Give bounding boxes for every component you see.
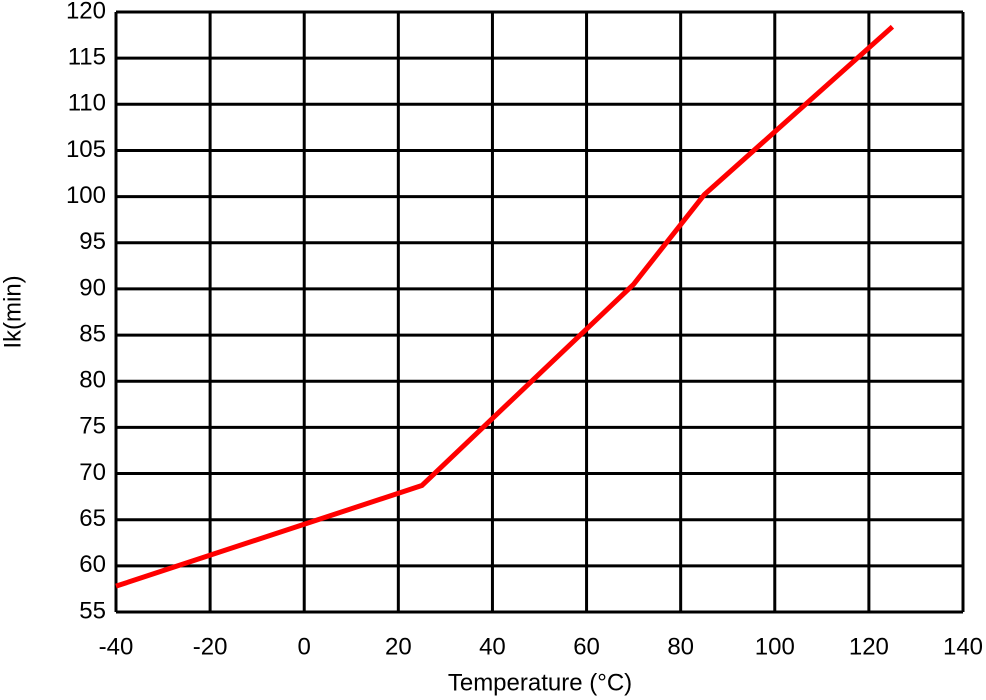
x-tick-label: 120 xyxy=(849,633,889,660)
y-tick-label: 105 xyxy=(66,136,106,163)
y-tick-label: 110 xyxy=(68,90,106,117)
y-tick-label: 95 xyxy=(79,228,106,255)
data-line xyxy=(115,24,895,589)
y-axis-label: Ik(min) xyxy=(0,275,26,348)
x-tick-label: 100 xyxy=(755,633,795,660)
x-tick-label: 140 xyxy=(943,633,983,660)
y-tick-label: 65 xyxy=(79,505,106,532)
x-tick-label: 80 xyxy=(667,633,694,660)
x-axis-label: Temperature (°C) xyxy=(448,669,632,696)
y-tick-label: 100 xyxy=(66,182,106,209)
y-tick-label: 120 xyxy=(66,0,106,24)
y-tick-label: 70 xyxy=(79,459,106,486)
y-tick-label: 90 xyxy=(79,274,106,301)
x-tick-label: 60 xyxy=(573,633,600,660)
x-tick-label: -40 xyxy=(99,633,134,660)
y-tick-label: 115 xyxy=(68,43,106,70)
x-tick-label: 40 xyxy=(479,633,506,660)
y-tick-label: 85 xyxy=(79,320,106,347)
x-tick-label: -20 xyxy=(193,633,228,660)
y-tick-label: 75 xyxy=(79,413,106,440)
y-tick-label: 80 xyxy=(79,367,106,394)
x-tick-label: 0 xyxy=(298,633,311,660)
x-tick-label: 20 xyxy=(385,633,412,660)
y-tick-label: 55 xyxy=(79,597,106,624)
y-tick-label: 60 xyxy=(79,551,106,578)
